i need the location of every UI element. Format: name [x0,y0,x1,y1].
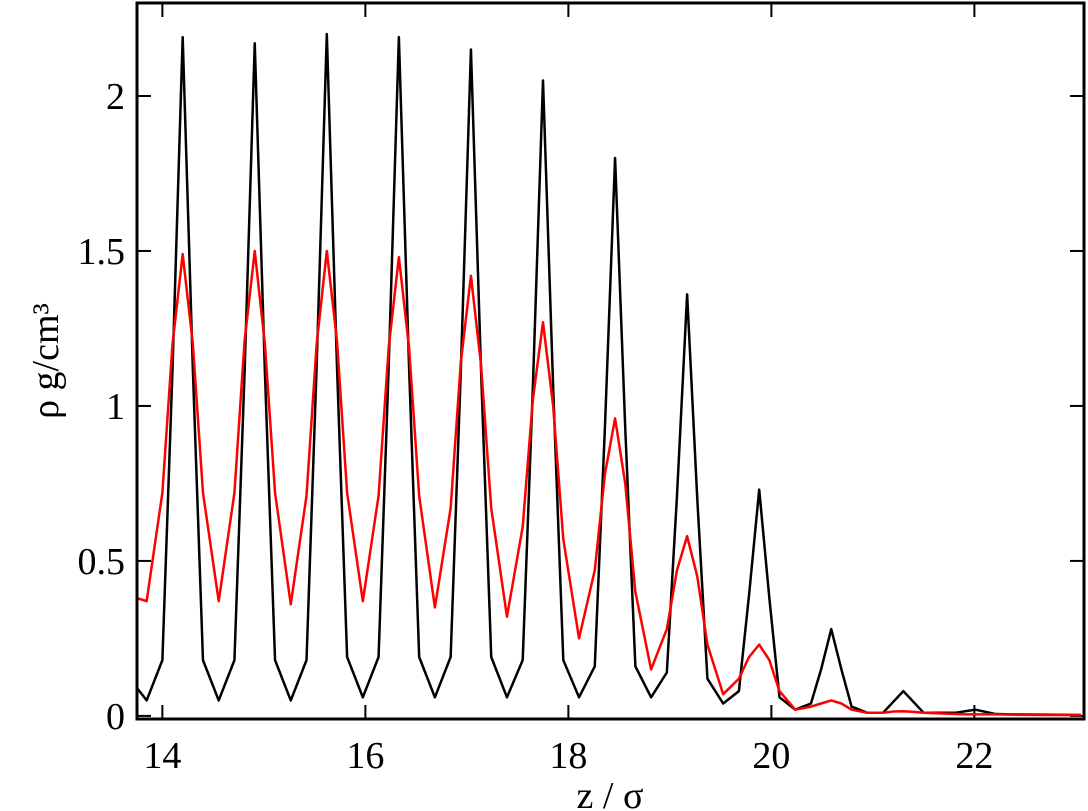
x-tick-label: 20 [752,735,790,777]
x-tick-label: 16 [346,735,384,777]
x-axis-label: z / σ [577,775,644,811]
plot-frame [135,1,1086,721]
y-tick-label: 1 [106,386,125,428]
x-tick-label: 22 [955,735,993,777]
y-tick-label: 1.5 [78,231,126,273]
y-tick-label: 0.5 [78,541,126,583]
x-tick-label: 14 [143,735,181,777]
data-line [136,32,1081,717]
y-tick-label: 2 [106,76,125,118]
data-line [136,249,1081,717]
y-axis-label: ρ g/cm³ [25,303,67,419]
y-tick-label: 0 [106,696,125,738]
x-tick-label: 18 [549,735,587,777]
